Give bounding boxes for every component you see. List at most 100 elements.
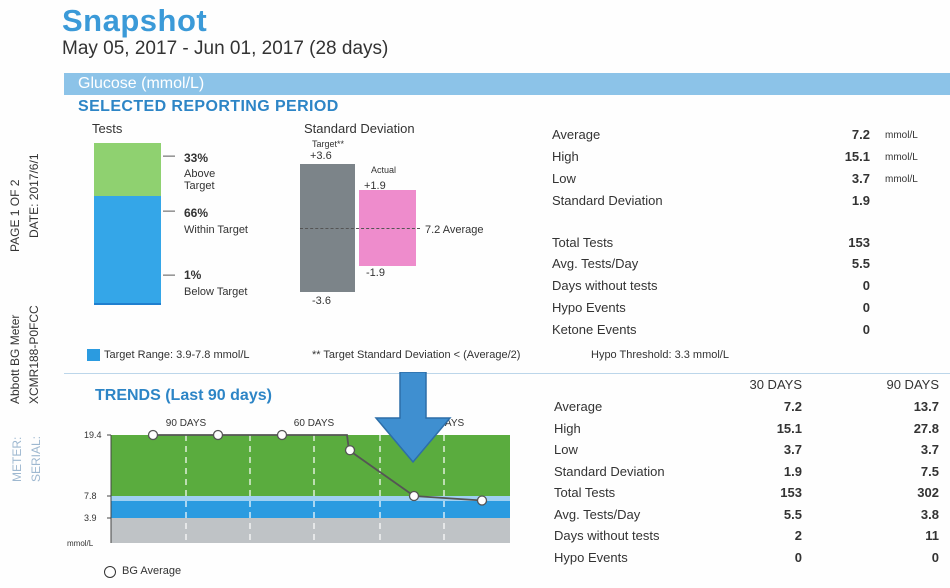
trend-label: Avg. Tests/Day [554, 506, 641, 522]
stat-row: Total Tests 153 [552, 235, 950, 253]
trends-title: TRENDS (Last 90 days) [95, 387, 272, 404]
bg-average-point [408, 490, 420, 502]
page-title: Snapshot [62, 3, 208, 38]
stat-value: 15.1 [844, 149, 870, 164]
bg-average-marker-icon [104, 566, 116, 578]
y-tick-label: 3.9 [84, 513, 97, 523]
bg-average-point [344, 445, 356, 456]
stat-value: 0 [862, 300, 870, 315]
stat-row: Low 3.7 mmol/L [552, 171, 950, 189]
within-target-pct: 66% [184, 206, 209, 220]
trend-value-90: 302 [917, 485, 939, 500]
stat-label: Average [552, 127, 601, 142]
target-band-highlight [111, 496, 510, 501]
trend-value-30: 15.1 [776, 420, 802, 436]
stat-unit: mmol/L [885, 130, 918, 141]
col-90-days: 90 DAYS [886, 377, 939, 392]
target-band [111, 496, 510, 518]
stat-value: 0 [862, 278, 870, 293]
bg-average-point [276, 429, 288, 441]
tests-above-segment [94, 143, 161, 196]
trend-value-90: 3.7 [920, 442, 939, 457]
trend-row: Days without tests 2 11 [554, 528, 950, 546]
sd-actual-label: Actual [371, 165, 397, 175]
stat-row: High 15.1 mmol/L [552, 149, 950, 167]
col-30-days: 30 DAYS [749, 377, 802, 392]
trend-row: High 15.1 27.8 [554, 421, 950, 439]
bg-average-legend: BG Average [122, 565, 182, 577]
above-target-pct: 33% [184, 151, 209, 165]
bg-average-point [476, 495, 488, 506]
stat-label: Low [552, 171, 576, 186]
stat-row: Hypo Events 0 [552, 300, 950, 318]
trend-value-90: 3.8 [920, 506, 939, 522]
stat-label: Hypo Events [552, 300, 626, 315]
target-range-legend: Target Range: 3.9-7.8 mmol/L [104, 349, 250, 361]
trend-row: Total Tests 153 302 [554, 485, 950, 503]
trend-value-90: 0 [931, 549, 939, 565]
stat-label: High [552, 149, 579, 164]
trend-value-30: 1.9 [783, 463, 802, 479]
stat-value: 5.5 [851, 256, 870, 271]
trend-row: Hypo Events 0 0 [554, 550, 950, 568]
report-date: DATE: 2017/6/1 [27, 153, 41, 239]
low-band [111, 518, 510, 543]
trend-value-90: 11 [925, 528, 939, 543]
sd-actual-plus: +1.9 [364, 180, 386, 192]
trend-value-90: 27.8 [913, 420, 939, 436]
stat-row: Standard Deviation 1.9 [552, 193, 950, 211]
trend-label: Standard Deviation [554, 463, 665, 479]
sd-target-minus: -3.6 [312, 295, 331, 307]
y-unit-label: mmol/L [67, 539, 94, 548]
tests-within-segment [94, 196, 161, 303]
trend-value-30: 0 [794, 549, 802, 565]
stat-label: Avg. Tests/Day [552, 256, 639, 271]
target-sd-note: ** Target Standard Deviation < (Average/… [312, 349, 521, 361]
bg-average-point [212, 429, 224, 441]
sd-average-label: 7.2 Average [425, 224, 484, 236]
stat-label: Days without tests [552, 278, 658, 293]
trend-label: High [554, 420, 581, 436]
sd-target-plus: +3.6 [310, 150, 332, 162]
tests-heading: Tests [92, 121, 123, 136]
meter-value: Abbott BG Meter [8, 314, 22, 404]
trend-row: Standard Deviation 1.9 7.5 [554, 464, 950, 482]
trend-value-30: 7.2 [783, 399, 802, 414]
trend-row: Low 3.7 3.7 [554, 442, 950, 460]
date-range: May 05, 2017 - Jun 01, 2017 (28 days) [62, 38, 389, 59]
x-label: 90 DAYS [166, 418, 207, 429]
stat-label: Total Tests [552, 235, 614, 250]
meter-label: METER: [10, 436, 24, 482]
page-number: PAGE 1 OF 2 [8, 179, 22, 252]
trend-label: Low [554, 442, 578, 457]
tests-below-segment [94, 303, 161, 305]
y-tick-label: 7.8 [84, 491, 97, 501]
stat-value: 7.2 [851, 127, 870, 142]
serial-label: SERIAL: [29, 435, 43, 482]
stat-value: 0 [862, 322, 870, 337]
trend-value-90: 13.7 [913, 399, 939, 414]
below-target-pct: 1% [184, 268, 202, 282]
trend-row: Average 7.2 13.7 [554, 399, 950, 417]
above-target-label-1: Above [184, 168, 216, 180]
glucose-header-band: Glucose (mmol/L) [64, 73, 950, 95]
down-arrow-icon [374, 372, 452, 464]
stat-value: 1.9 [851, 193, 870, 208]
trend-value-30: 5.5 [783, 506, 802, 522]
stat-label: Ketone Events [552, 322, 637, 337]
section-divider [64, 373, 950, 374]
stat-unit: mmol/L [885, 174, 918, 185]
stat-row: Ketone Events 0 [552, 322, 950, 340]
trend-value-30: 153 [780, 485, 802, 500]
stat-value: 3.7 [851, 171, 870, 186]
trend-label: Average [554, 399, 603, 414]
sd-target-label: Target** [312, 139, 345, 149]
y-tick-label: 19.4 [84, 430, 102, 440]
stat-unit: mmol/L [885, 152, 918, 163]
target-range-swatch [87, 349, 100, 361]
sd-heading: Standard Deviation [304, 121, 415, 136]
tests-stacked-bar [94, 143, 161, 305]
trend-label: Total Tests [554, 485, 616, 500]
trend-label: Hypo Events [554, 549, 628, 565]
